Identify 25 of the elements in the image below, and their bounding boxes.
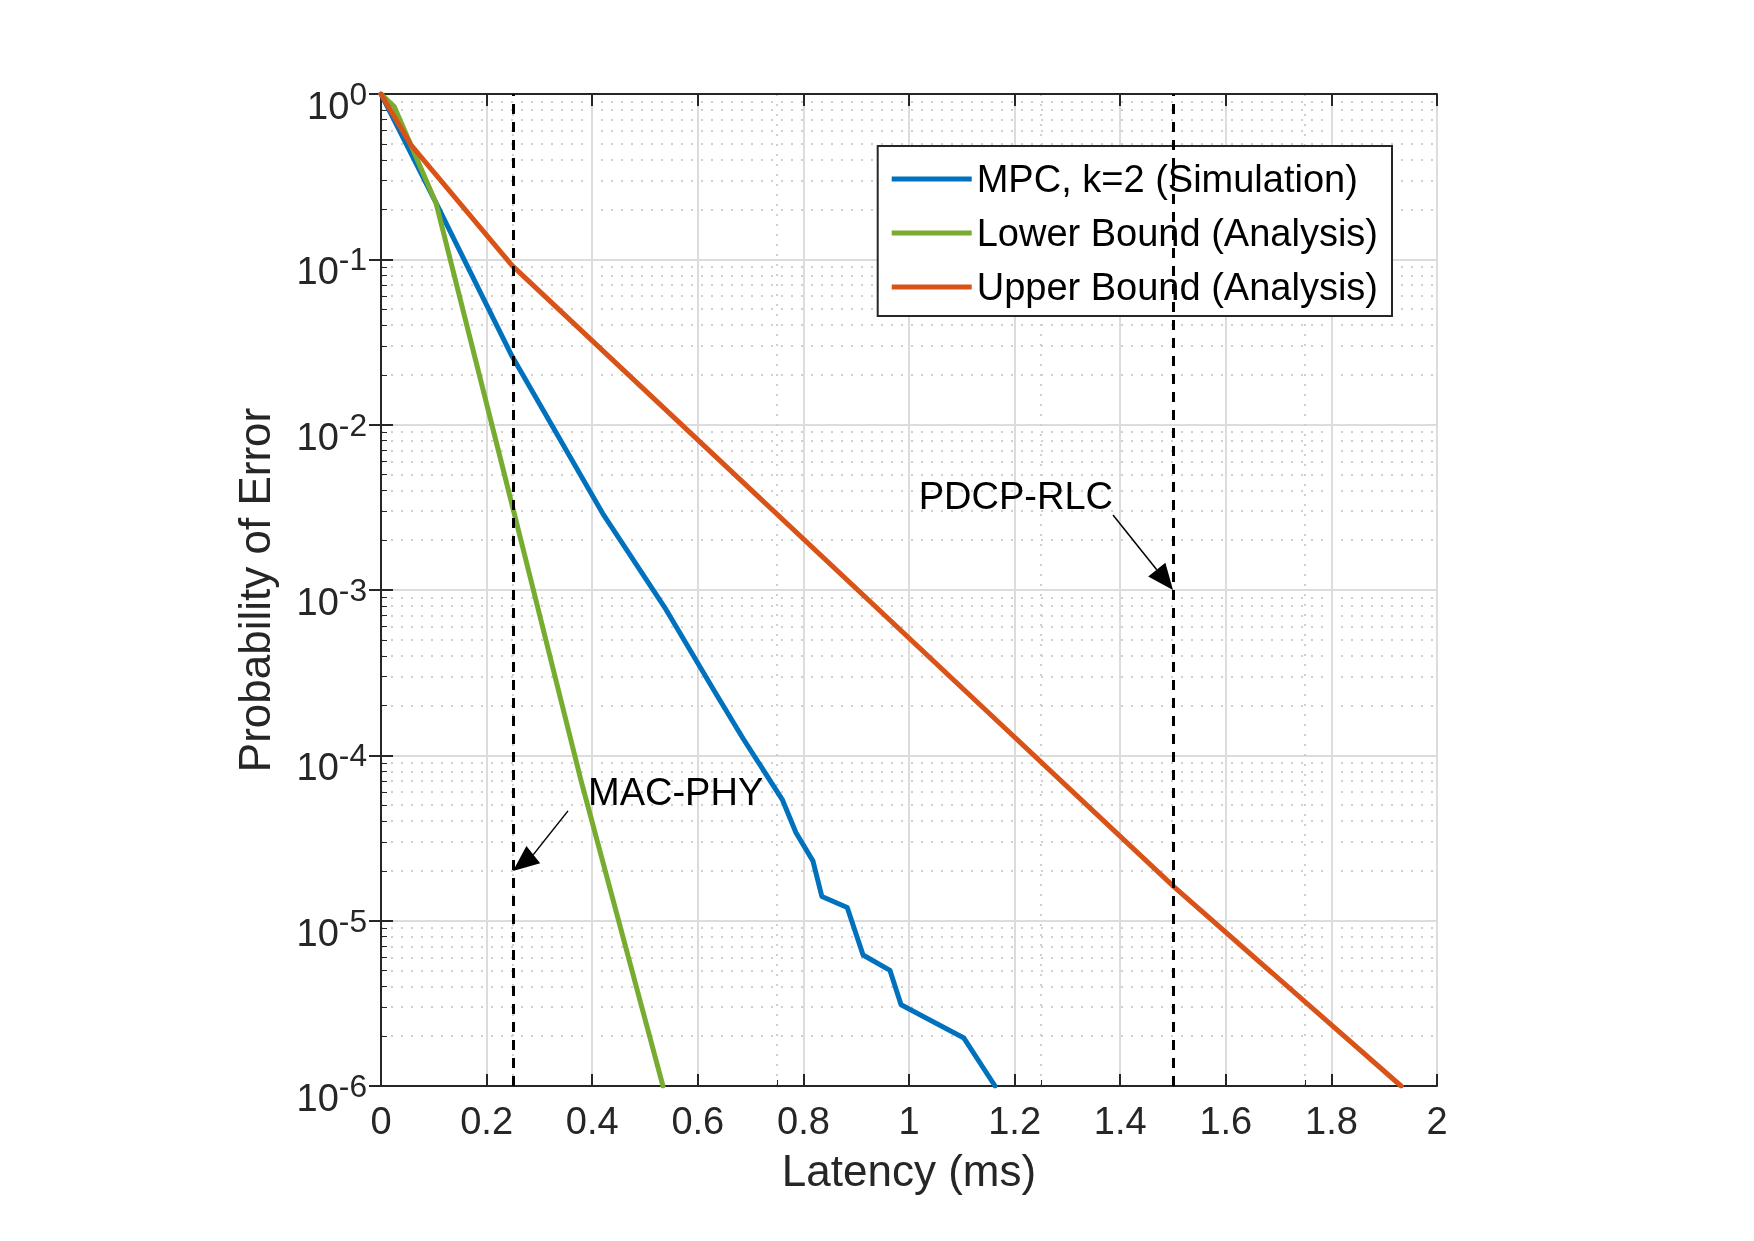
y-tick-label: 10$^{0}$ — [307, 75, 367, 127]
y-tick-label: 10$^{-4}$ — [296, 736, 367, 788]
x-tick-label: 0.4 — [565, 1100, 619, 1142]
x-tick-label: 0.8 — [776, 1100, 830, 1142]
x-tick-label: 1 — [898, 1100, 920, 1142]
legend-label: Upper Bound (Analysis) — [976, 266, 1379, 308]
y-tick-label: 10$^{-5}$ — [296, 901, 367, 954]
y-tick-label: 10$^{-2}$ — [296, 405, 367, 458]
x-tick-label: 1.8 — [1304, 1100, 1358, 1142]
x-tick-label: 0.2 — [460, 1100, 514, 1142]
x-tick-label: 0.6 — [671, 1100, 725, 1142]
x-tick-label: 1.4 — [1093, 1100, 1147, 1142]
x-tick-label: 1.6 — [1199, 1100, 1253, 1142]
x-axis-title: Latency (ms) — [781, 1145, 1037, 1195]
x-tick-label: 1.2 — [988, 1100, 1042, 1142]
y-tick-label: 10$^{-3}$ — [296, 571, 367, 623]
y-axis-title: Probability of Error — [229, 407, 279, 773]
annotation: PDCP-RLC — [918, 475, 1113, 517]
y-tick-label: 10$^{-6}$ — [296, 1067, 367, 1119]
x-tick-label: 2 — [1426, 1100, 1448, 1142]
legend-label: Lower Bound (Analysis) — [976, 212, 1379, 254]
x-tick-label: 0 — [370, 1100, 392, 1142]
annotation: MAC-PHY — [588, 770, 764, 813]
y-tick-label: 10$^{-1}$ — [296, 240, 367, 292]
legend-label: MPC, k=2 (Simulation) — [976, 158, 1358, 200]
